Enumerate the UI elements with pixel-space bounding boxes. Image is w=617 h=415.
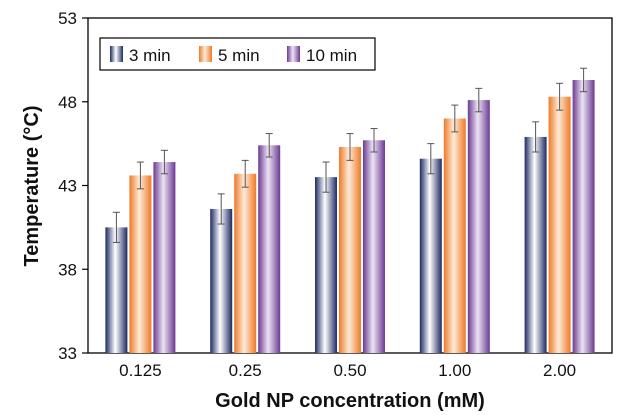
x-axis: 0.125 0.25 0.50 1.00 2.00: [119, 361, 576, 380]
bar: [524, 136, 547, 353]
x-tick-label: 2.00: [543, 361, 576, 380]
bar: [363, 140, 385, 353]
y-tick-label: 38: [58, 260, 77, 279]
legend-box: [99, 37, 376, 71]
y-tick-label: 33: [58, 344, 77, 363]
legend-label: 10 min: [306, 46, 357, 65]
y-tick-label: 43: [58, 177, 77, 196]
error-bars-group: [112, 67, 588, 243]
bar: [105, 227, 128, 353]
bar: [548, 96, 571, 353]
x-tick-label: 0.50: [333, 361, 366, 380]
x-axis-title: Gold NP concentration (mM): [215, 390, 485, 412]
bar: [443, 118, 466, 353]
bar: [315, 177, 337, 353]
bar: [419, 158, 442, 353]
bar: [258, 145, 281, 353]
bars-group: [105, 79, 595, 353]
legend-swatch: [110, 46, 123, 62]
bar: [234, 173, 257, 353]
legend-label: 5 min: [218, 46, 260, 65]
bar: [129, 175, 152, 353]
bar: [339, 146, 361, 353]
bar: [153, 162, 176, 353]
y-tick-label: 48: [58, 93, 77, 112]
x-tick-label: 1.00: [438, 361, 471, 380]
x-tick-label: 0.25: [229, 361, 262, 380]
bar: [210, 208, 233, 353]
bar: [572, 79, 595, 353]
legend-label: 3 min: [129, 46, 171, 65]
x-tick-label: 0.125: [119, 361, 162, 380]
bar: [467, 100, 490, 353]
y-tick-label: 53: [58, 9, 77, 28]
y-axis: 33 38 43 48 53: [58, 9, 88, 363]
legend: 3 min 5 min 10 min: [99, 37, 376, 71]
legend-swatch: [287, 46, 300, 62]
legend-swatch: [199, 46, 212, 62]
y-axis-title: Temperature (°C): [21, 106, 43, 267]
